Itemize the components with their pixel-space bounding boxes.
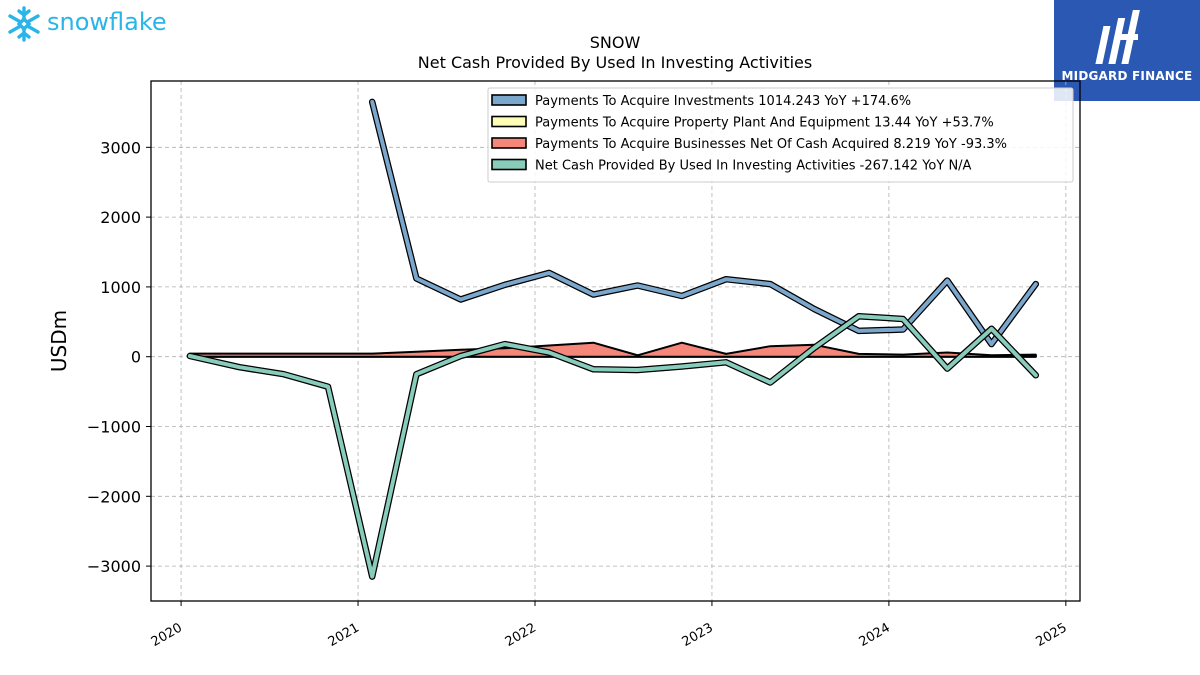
series-area-2 [188, 341, 1037, 358]
x-ticks: 2020 2021 2022 2023 2024 2025 [149, 601, 1070, 650]
plot-frame [150, 80, 1081, 602]
x-tick-label: 2020 [149, 620, 185, 650]
series-layer [186, 98, 1040, 580]
x-tick-label: 2021 [326, 620, 362, 650]
legend: Payments To Acquire Investments 1014.243… [487, 87, 1074, 183]
y-tick-label: 1000 [100, 278, 141, 297]
series-line-3 [187, 314, 1038, 579]
legend-swatch-2 [491, 137, 527, 149]
x-tick-label: 2022 [503, 620, 539, 650]
legend-swatch-3 [491, 158, 527, 171]
legend-entry-3: Net Cash Provided By Used In Investing A… [535, 159, 972, 174]
midgard-finance-wordmark: MIDGARD FINANCE [1061, 69, 1193, 83]
x-tick-label: 2024 [857, 620, 893, 650]
chart-title: SNOW [590, 33, 641, 52]
y-tick-label: −2000 [87, 487, 141, 506]
y-tick-label: 0 [131, 348, 141, 367]
y-tick-label: 2000 [100, 208, 141, 227]
legend-swatch-0 [491, 94, 527, 106]
snowflake-icon [8, 6, 40, 42]
y-ticks: −3000 −2000 −1000 0 1000 2000 3000 [87, 138, 151, 576]
x-tick-label: 2023 [680, 620, 716, 650]
x-tick-label: 2025 [1034, 620, 1070, 650]
legend-swatch-1 [491, 115, 527, 128]
legend-entry-1: Payments To Acquire Property Plant And E… [535, 116, 994, 131]
snowflake-wordmark: snowflake [47, 8, 167, 36]
legend-entry-2: Payments To Acquire Businesses Net Of Ca… [535, 137, 1007, 152]
legend-entry-0: Payments To Acquire Investments 1014.243… [535, 94, 911, 109]
y-tick-label: −1000 [87, 418, 141, 437]
chart-subtitle: Net Cash Provided By Used In Investing A… [418, 53, 812, 72]
snowflake-logo: snowflake [8, 6, 167, 42]
y-axis-label: USDm [47, 310, 71, 372]
series-line-0 [370, 99, 1038, 347]
legend-box [487, 87, 1074, 183]
midgard-finance-logo: MIDGARD FINANCE [1054, 0, 1200, 101]
y-tick-label: 3000 [100, 138, 141, 157]
midgard-monogram-icon [1095, 10, 1140, 64]
y-tick-label: −3000 [87, 557, 141, 576]
